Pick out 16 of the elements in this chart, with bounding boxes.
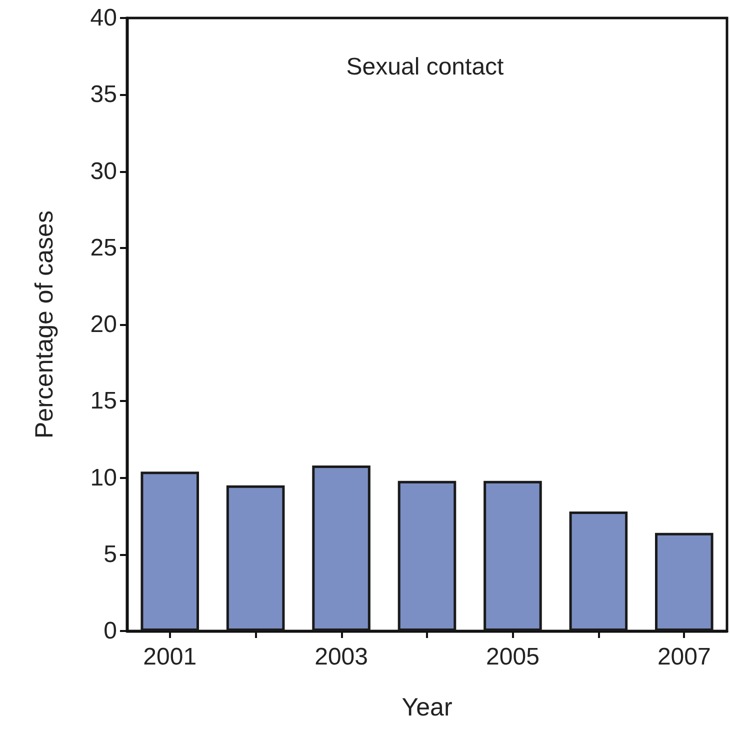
x-tick-label: 2007 xyxy=(657,644,711,670)
y-tick-label: 35 xyxy=(90,81,117,108)
y-tick-label: 5 xyxy=(104,540,117,568)
y-tick-label: 15 xyxy=(90,388,117,415)
y-tick-label: 40 xyxy=(90,4,117,32)
y-axis-title: Percentage of cases xyxy=(30,210,58,438)
x-axis-title: Year xyxy=(402,694,452,722)
y-tick-label: 0 xyxy=(104,618,117,644)
text: Sexual contact xyxy=(346,54,504,80)
x-tick-label: 2001 xyxy=(143,644,197,670)
y-tick-label: 30 xyxy=(90,158,117,185)
y-tick-label: 20 xyxy=(90,311,117,338)
x-tick-label: 2003 xyxy=(314,644,368,670)
x-tick-label: 2005 xyxy=(486,644,540,670)
y-tick-label: 25 xyxy=(90,234,117,262)
y-tick-label: 10 xyxy=(90,464,117,492)
